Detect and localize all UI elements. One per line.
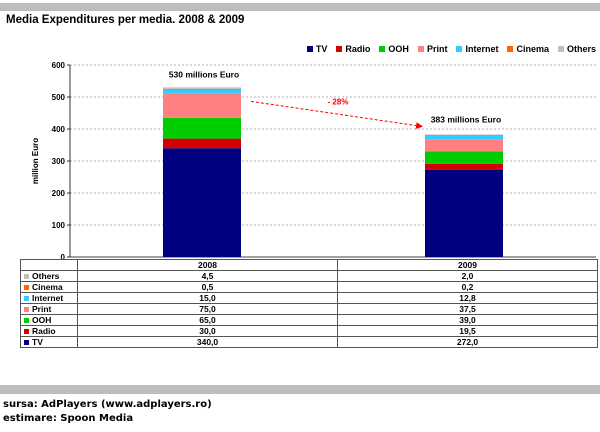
legend-label-cinema: Cinema: [516, 44, 549, 54]
table-swatch-tv: [24, 340, 29, 345]
source-text: sursa: AdPlayers (www.adplayers.ro): [3, 399, 212, 410]
table-swatch-ooh: [24, 318, 29, 323]
bar-2008-print: [163, 93, 241, 118]
bar-2008-others: [163, 87, 241, 89]
table-cell-others-2009: 2,0: [337, 270, 598, 282]
legend-label-others: Others: [566, 44, 596, 54]
estimate-text: estimare: Spoon Media: [3, 413, 134, 424]
bar-2009-internet: [425, 135, 503, 140]
table-swatch-internet: [24, 296, 29, 301]
y-tick-label-200: 200: [52, 189, 66, 198]
table-cell-internet-2009: 12,8: [337, 292, 598, 304]
table-swatch-radio: [24, 329, 29, 334]
table-cell-internet-2008: 15,0: [77, 292, 338, 304]
table-cell-tv-2008: 340,0: [77, 336, 338, 348]
table-row: Others 4,5 2,0: [20, 270, 598, 282]
table-corner-cell: [20, 259, 78, 271]
table-row: OOH 65,0 39,0: [20, 314, 598, 326]
chart-title: Media Expenditures per media. 2008 & 200…: [6, 14, 245, 26]
table-row-label-cinema: Cinema: [20, 281, 78, 293]
legend-item-ooh: OOH: [379, 44, 409, 54]
y-tick-label-300: 300: [52, 157, 66, 166]
legend-swatch-others: [557, 46, 564, 52]
bar-2009-tv: [425, 169, 503, 257]
legend-swatch-ooh: [379, 46, 386, 52]
footer: sursa: AdPlayers (www.adplayers.ro) esti…: [3, 398, 212, 426]
y-tick-label-0: 0: [61, 253, 66, 260]
table-cell-cinema-2008: 0,5: [77, 281, 338, 293]
table-row: Internet 15,0 12,8: [20, 292, 598, 304]
table-row-label-others: Others: [20, 270, 78, 282]
table-row-label-internet: Internet: [20, 292, 78, 304]
bar-2008-internet: [163, 89, 241, 94]
legend-item-tv: TV: [306, 44, 328, 54]
top-band: [0, 3, 600, 11]
legend-item-cinema: Cinema: [507, 44, 549, 54]
table-cell-tv-2009: 272,0: [337, 336, 598, 348]
bar-2009-radio: [425, 163, 503, 170]
table-swatch-others: [24, 274, 29, 279]
legend: TV Radio OOH Print Internet Cinema Others: [306, 44, 596, 54]
legend-swatch-print: [417, 46, 424, 52]
table-header-row: 2008 2009: [20, 259, 598, 271]
table-cell-ooh-2008: 65,0: [77, 314, 338, 326]
bar-2009-others: [425, 134, 503, 136]
bar-2008-tv: [163, 148, 241, 257]
table-row: TV 340,0 272,0: [20, 336, 598, 348]
table-row-label-radio: Radio: [20, 325, 78, 337]
legend-label-tv: TV: [315, 44, 328, 54]
total-label-2009: 383 millions Euro: [431, 114, 501, 124]
legend-label-ooh: OOH: [388, 44, 409, 54]
y-tick-label-400: 400: [52, 125, 66, 134]
table-cell-radio-2009: 19,5: [337, 325, 598, 337]
legend-item-internet: Internet: [456, 44, 498, 54]
table-cell-ooh-2009: 39,0: [337, 314, 598, 326]
legend-label-print: Print: [426, 44, 448, 54]
table-row-label-print: Print: [20, 303, 78, 315]
table-cell-cinema-2009: 0,2: [337, 281, 598, 293]
y-tick-label-500: 500: [52, 93, 66, 102]
table-row: Cinema 0,5 0,2: [20, 281, 598, 293]
y-axis-label: million Euro: [31, 138, 40, 184]
total-label-2008: 530 millions Euro: [169, 69, 239, 79]
table-header-2008: 2008: [77, 259, 338, 271]
table-cell-print-2009: 37,5: [337, 303, 598, 315]
change-annotation: - 28%: [328, 97, 349, 106]
legend-swatch-radio: [336, 46, 343, 52]
table-swatch-cinema: [24, 285, 29, 290]
change-arrow: [250, 100, 423, 130]
legend-item-print: Print: [417, 44, 448, 54]
table-row: Radio 30,0 19,5: [20, 325, 598, 337]
bar-2009-ooh: [425, 151, 503, 164]
bar-2008-ooh: [163, 117, 241, 139]
bar-2008-radio: [163, 138, 241, 149]
table-cell-print-2008: 75,0: [77, 303, 338, 315]
legend-item-others: Others: [557, 44, 596, 54]
table-header-2009: 2009: [337, 259, 598, 271]
legend-item-radio: Radio: [336, 44, 370, 54]
legend-swatch-tv: [306, 46, 313, 52]
legend-swatch-cinema: [507, 46, 514, 52]
table-row-label-tv: TV: [20, 336, 78, 348]
chart-area: 0 100 200 300 400 500 600 million Euro 530 milli…: [31, 61, 596, 260]
bottom-band: [0, 385, 600, 394]
data-table: 2008 2009 Others 4,5 2,0 Cinema 0,5 0,2 Internet…: [20, 259, 598, 348]
table-row: Print 75,0 37,5: [20, 303, 598, 315]
table-cell-others-2008: 4,5: [77, 270, 338, 282]
bar-2009-print: [425, 139, 503, 152]
legend-swatch-internet: [456, 46, 463, 52]
y-tick-label-600: 600: [52, 61, 66, 70]
table-row-label-ooh: OOH: [20, 314, 78, 326]
table-cell-radio-2008: 30,0: [77, 325, 338, 337]
legend-label-radio: Radio: [345, 44, 371, 54]
y-tick-label-100: 100: [52, 221, 66, 230]
table-swatch-print: [24, 307, 29, 312]
legend-label-internet: Internet: [465, 44, 499, 54]
